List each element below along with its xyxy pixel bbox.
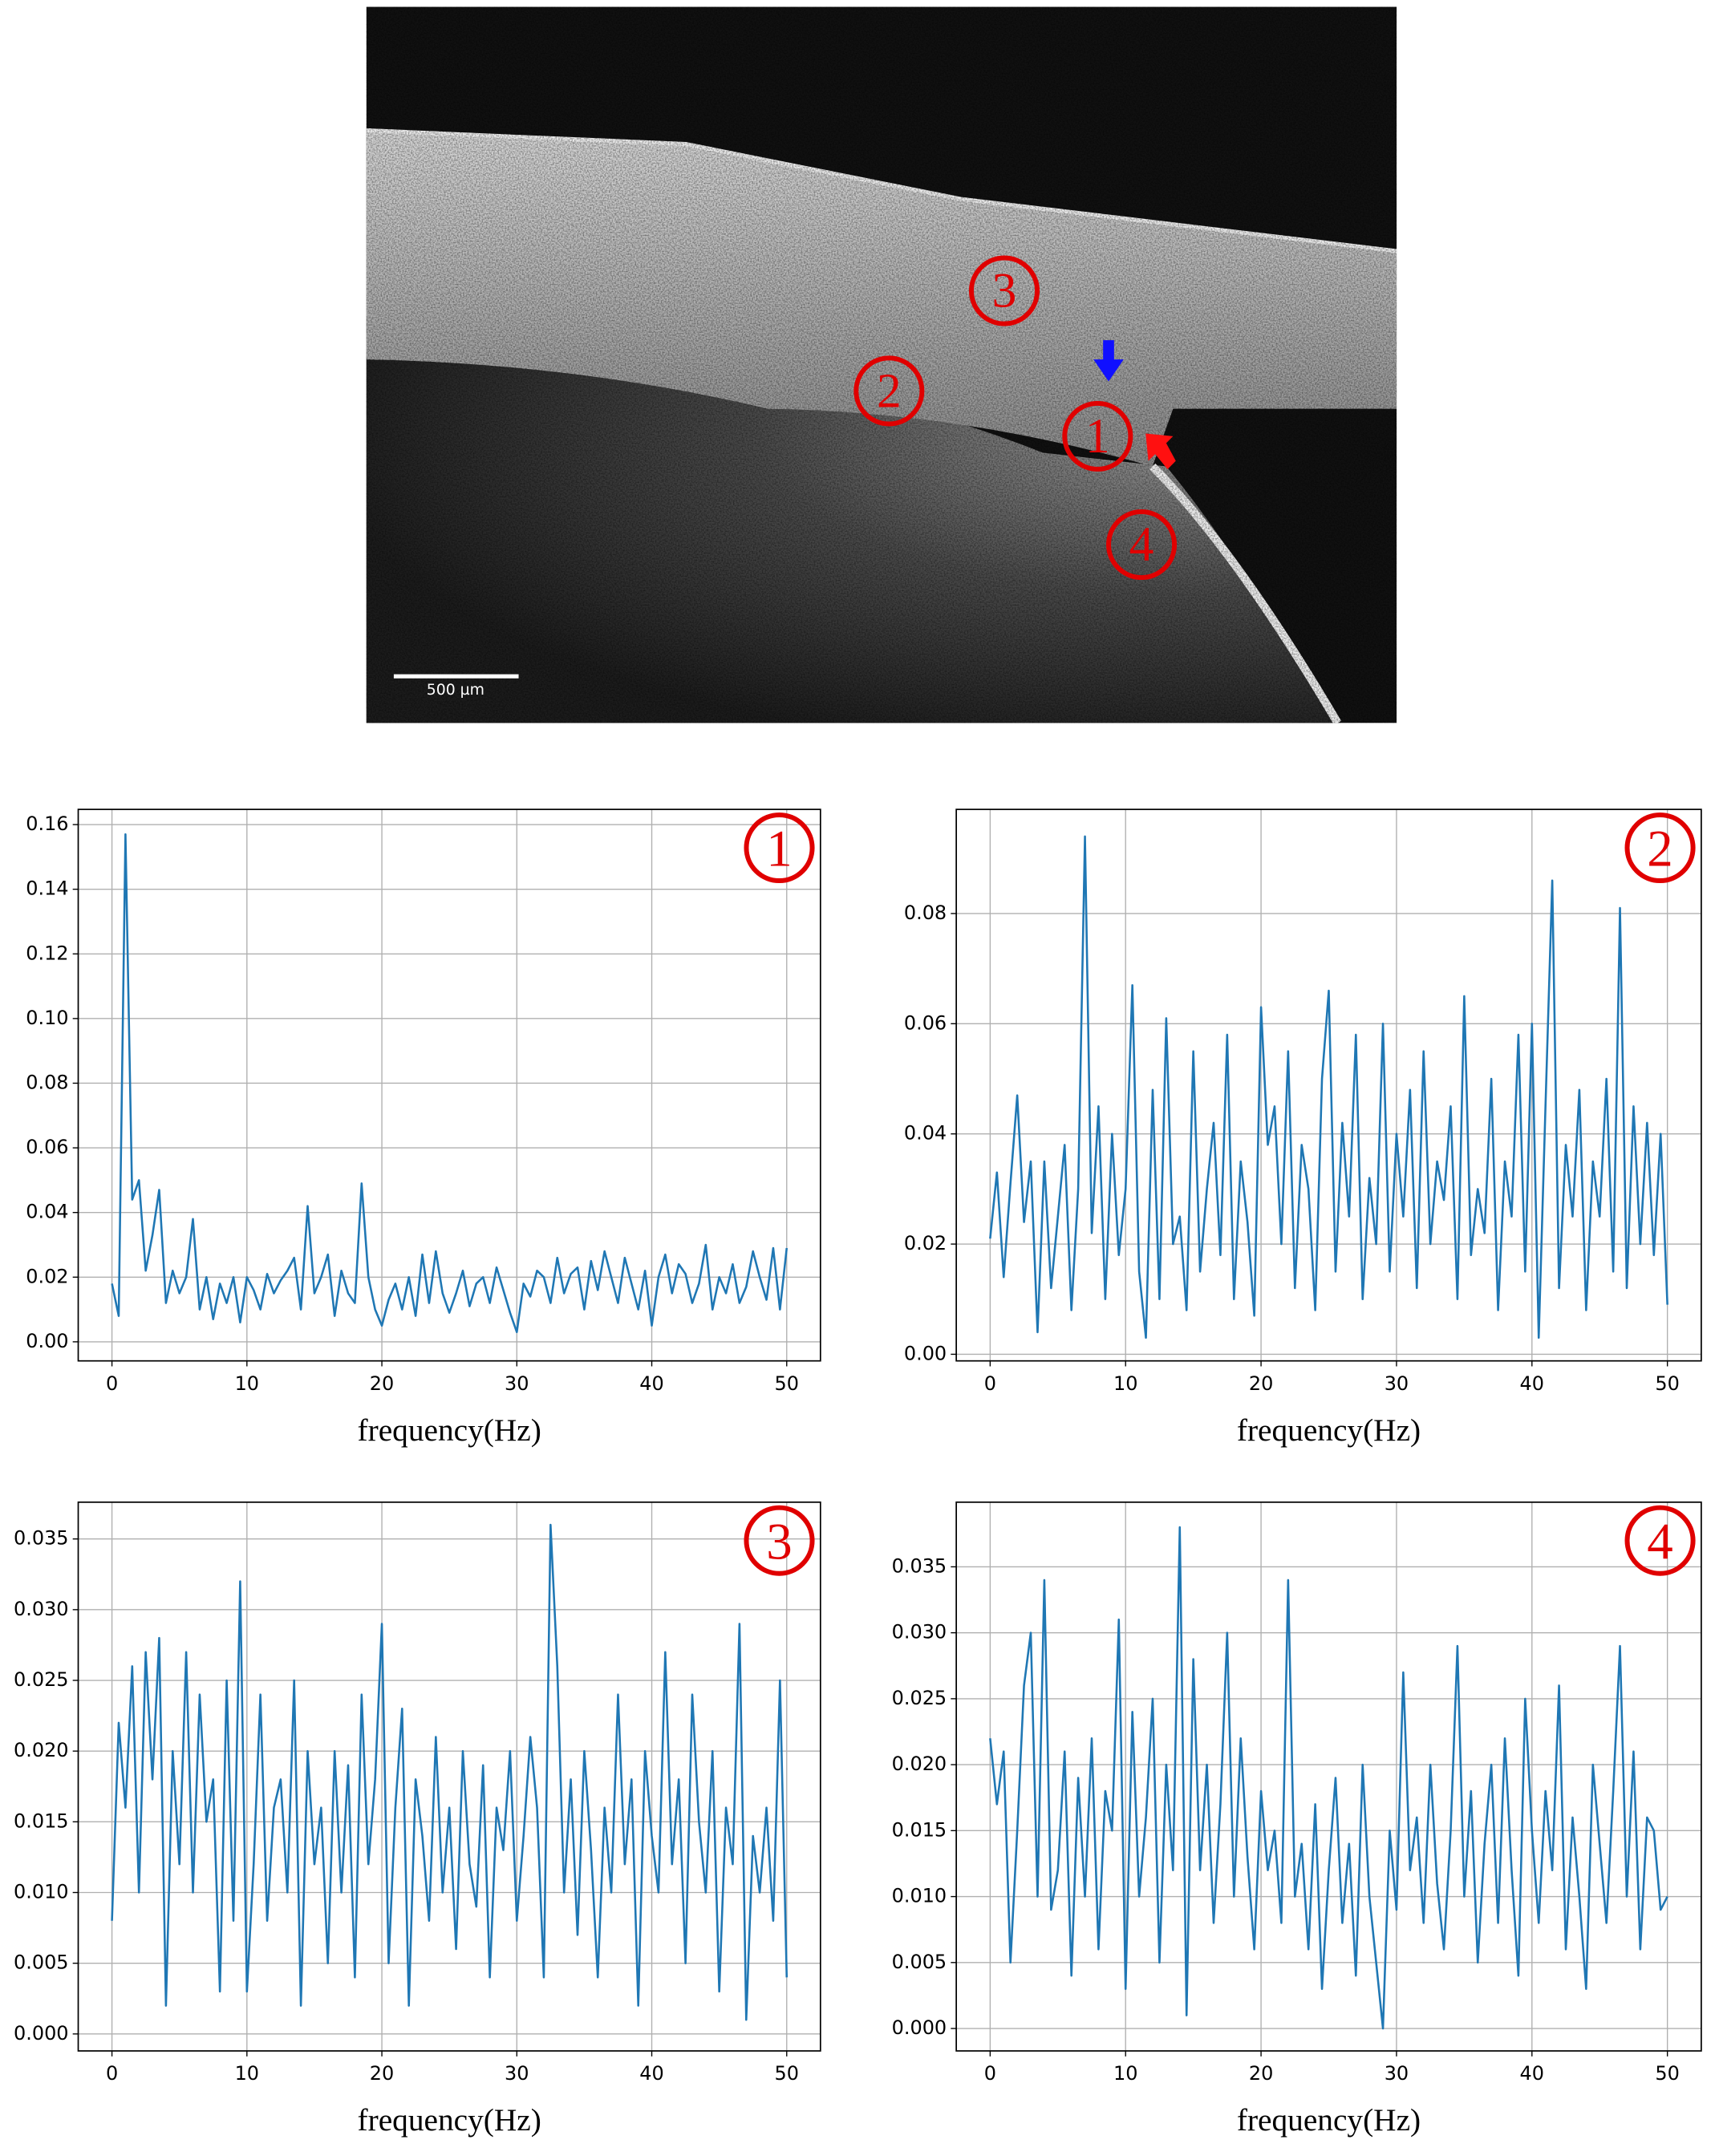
x-tick-label: 40 (1520, 1372, 1544, 1395)
x-tick-label: 30 (505, 2062, 529, 2085)
y-tick-label: 0.12 (26, 942, 68, 964)
y-tick-label: 0.04 (26, 1201, 68, 1223)
x-tick-label: 10 (235, 1372, 259, 1395)
data-line (989, 835, 1668, 1339)
marker: 1 (1062, 400, 1133, 472)
x-tick-label: 50 (1655, 2062, 1679, 2085)
axes-frame (955, 1501, 1702, 2052)
marker: 4 (1106, 509, 1178, 581)
panel-marker-circle (1624, 1505, 1696, 1576)
x-tick-label: 10 (1113, 2062, 1137, 2085)
marker-circle (968, 255, 1040, 326)
y-tick-label: 0.005 (892, 1951, 947, 1973)
x-axis-label: frequency(Hz) (1237, 1412, 1421, 1448)
x-tick-label: 40 (639, 2062, 663, 2085)
marker-label: 4 (1129, 517, 1154, 572)
x-tick-label: 40 (639, 1372, 663, 1395)
data-line (111, 1523, 789, 2021)
panel-marker-label: 2 (1647, 821, 1673, 878)
x-axis-label: frequency(Hz) (1237, 2102, 1421, 2138)
x-tick-label: 40 (1520, 2062, 1544, 2085)
marker-circle (1062, 400, 1133, 472)
oct-image: 500 µm 1 2 3 4 (366, 6, 1397, 723)
marker: 3 (968, 255, 1040, 326)
marker: 2 (853, 355, 925, 427)
y-tick-label: 0.000 (892, 2016, 947, 2039)
y-tick-label: 0.015 (892, 1818, 947, 1841)
y-tick-label: 0.035 (14, 1527, 69, 1550)
y-tick-label: 0.025 (14, 1668, 69, 1691)
y-tick-label: 0.02 (904, 1232, 947, 1254)
y-tick-label: 0.06 (26, 1136, 68, 1158)
panel-marker-label: 4 (1647, 1513, 1673, 1570)
panel-marker-label: 3 (766, 1513, 792, 1570)
panel-marker-circle (744, 812, 815, 884)
y-tick-label: 0.020 (14, 1739, 69, 1761)
y-tick-label: 0.010 (14, 1881, 69, 1903)
marker-circle (1106, 509, 1178, 581)
x-tick-label: 20 (1249, 2062, 1273, 2085)
y-tick-label: 0.005 (14, 1951, 69, 1974)
y-tick-label: 0.020 (892, 1753, 947, 1775)
y-tick-label: 0.015 (14, 1810, 69, 1832)
marker-circle (853, 355, 925, 427)
x-tick-label: 0 (984, 2062, 996, 2085)
x-tick-label: 20 (1249, 1372, 1273, 1395)
data-line (989, 1526, 1668, 2030)
x-tick-label: 30 (505, 1372, 529, 1395)
x-tick-label: 20 (370, 2062, 394, 2085)
y-tick-label: 0.030 (14, 1598, 69, 1620)
y-tick-label: 0.025 (892, 1687, 947, 1709)
x-tick-label: 50 (1655, 1372, 1679, 1395)
x-tick-label: 0 (984, 1372, 996, 1395)
y-tick-label: 0.08 (904, 902, 947, 924)
marker-label: 1 (1085, 409, 1110, 464)
x-tick-label: 30 (1385, 1372, 1409, 1395)
x-tick-label: 10 (1113, 1372, 1137, 1395)
chart-panel: 0 10 20 30 40 50 0.000 0.005 0.010 0.015 0.020 0.02… (14, 1501, 821, 2138)
x-axis-label: frequency(Hz) (358, 1412, 541, 1448)
panel-marker-circle (1624, 812, 1696, 884)
y-tick-label: 0.010 (892, 1885, 947, 1907)
x-tick-label: 10 (235, 2062, 259, 2085)
y-tick-label: 0.000 (14, 2022, 69, 2045)
x-tick-label: 0 (106, 2062, 118, 2085)
x-axis-label: frequency(Hz) (358, 2102, 541, 2138)
axes-frame (77, 808, 821, 1362)
panel-marker-label: 1 (766, 821, 792, 878)
x-tick-label: 50 (775, 2062, 799, 2085)
y-tick-label: 0.02 (26, 1265, 68, 1287)
y-tick-label: 0.00 (26, 1330, 68, 1352)
x-tick-label: 50 (775, 1372, 799, 1395)
y-tick-label: 0.06 (904, 1011, 947, 1034)
speckle (366, 6, 1397, 723)
x-tick-label: 20 (370, 1372, 394, 1395)
red-arrow (1145, 433, 1176, 469)
panel-marker-circle (744, 1505, 815, 1576)
y-tick-label: 0.035 (892, 1554, 947, 1577)
scale-bar-label: 500 µm (427, 682, 484, 699)
y-tick-label: 0.08 (26, 1071, 68, 1093)
axes-frame (955, 808, 1702, 1362)
y-tick-label: 0.14 (26, 877, 68, 900)
y-tick-label: 0.16 (26, 813, 68, 835)
blue-arrow (1093, 340, 1124, 382)
y-tick-label: 0.00 (904, 1342, 947, 1364)
y-tick-label: 0.10 (26, 1007, 68, 1029)
chart-panel: 0 10 20 30 40 50 0.000 0.005 0.010 0.015 0.020 0.02… (892, 1501, 1702, 2138)
marker-label: 3 (992, 264, 1017, 318)
y-tick-label: 0.04 (904, 1122, 947, 1145)
chart-panel: 0 10 20 30 40 50 0.00 0.02 0.04 0.06 0.08 frequency… (904, 808, 1702, 1448)
y-tick-label: 0.030 (892, 1621, 947, 1643)
x-tick-label: 30 (1385, 2062, 1409, 2085)
marker-label: 2 (877, 363, 902, 418)
chart-panel: 0 10 20 30 40 50 0.00 0.02 0.04 0.06 0.08 0.10 0.12 0… (26, 808, 821, 1448)
axes-frame (77, 1501, 821, 2052)
x-tick-label: 0 (106, 1372, 118, 1395)
data-line (111, 833, 789, 1334)
